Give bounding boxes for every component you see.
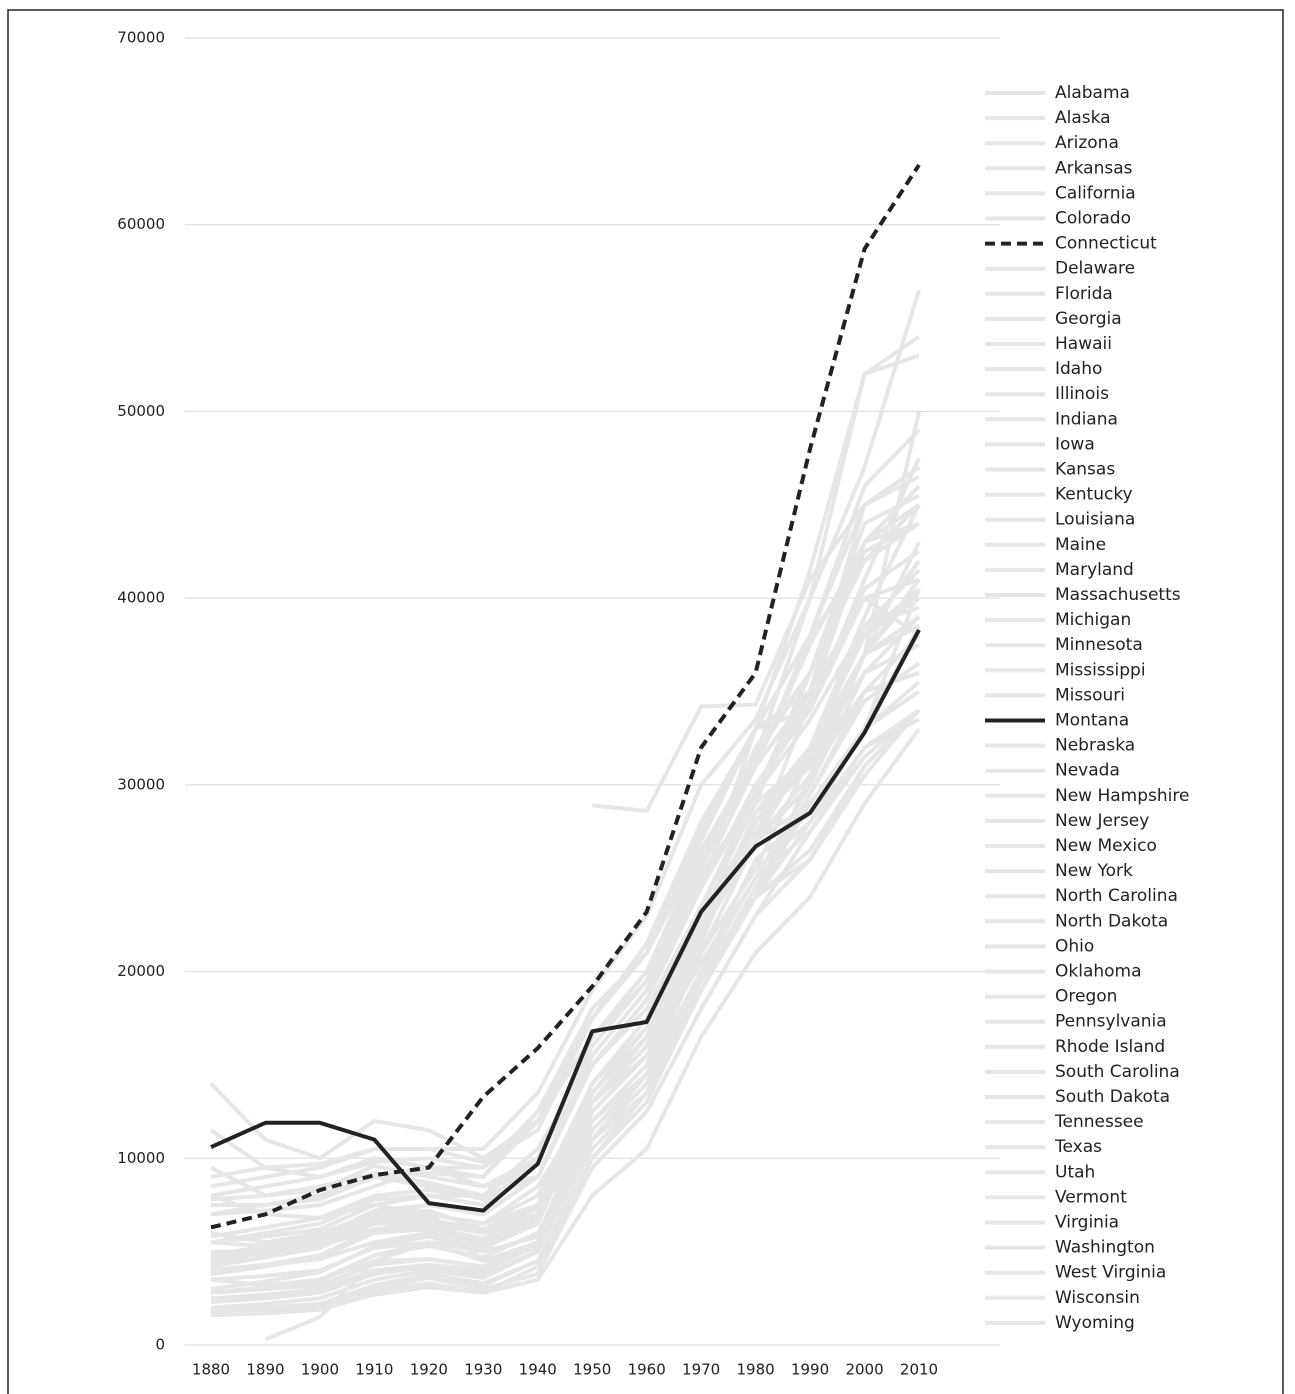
legend-label: Oregon	[1055, 987, 1117, 1007]
legend-label: New Hampshire	[1055, 786, 1189, 806]
legend-label: Maine	[1055, 535, 1106, 555]
legend-label: Arkansas	[1055, 158, 1133, 178]
legend-label: Nebraska	[1055, 736, 1135, 756]
y-tick-label: 60000	[117, 215, 165, 233]
legend-label: Louisiana	[1055, 510, 1135, 530]
legend-label: Wisconsin	[1055, 1288, 1140, 1308]
legend-label: Washington	[1055, 1238, 1155, 1258]
legend-label: North Carolina	[1055, 886, 1178, 906]
x-tick-label: 1890	[246, 1361, 284, 1379]
series-line	[210, 353, 920, 1217]
legend-label: New Mexico	[1055, 836, 1157, 856]
legend-label: New York	[1055, 861, 1133, 881]
legend-label: Nevada	[1055, 761, 1120, 781]
x-tick-label: 1950	[573, 1361, 611, 1379]
x-tick-label: 1910	[355, 1361, 393, 1379]
legend-label: Oklahoma	[1055, 962, 1142, 982]
x-tick-label: 1900	[301, 1361, 339, 1379]
y-tick-label: 40000	[117, 589, 165, 607]
series-line	[210, 708, 921, 1295]
series-line	[210, 549, 921, 1239]
legend-label: California	[1055, 183, 1136, 203]
legend-label: West Virginia	[1055, 1263, 1166, 1283]
legend-label: Rhode Island	[1055, 1037, 1165, 1057]
legend-label: Maryland	[1055, 560, 1134, 580]
legend-label: Georgia	[1055, 309, 1122, 329]
series-line	[210, 628, 921, 1213]
x-tick-label: 1920	[410, 1361, 448, 1379]
legend-label: Wyoming	[1055, 1313, 1135, 1333]
x-tick-label: 1940	[519, 1361, 557, 1379]
legend-label: Arizona	[1055, 133, 1119, 153]
x-tick-label: 2000	[845, 1361, 883, 1379]
legend-label: Alaska	[1055, 108, 1111, 128]
legend-label: North Dakota	[1055, 911, 1168, 931]
legend-label: Tennessee	[1054, 1112, 1144, 1132]
series-line	[210, 521, 920, 1217]
legend-label: Illinois	[1055, 384, 1109, 404]
series-line	[209, 457, 921, 1189]
legend-label: Idaho	[1055, 359, 1102, 379]
legend-label: South Dakota	[1055, 1087, 1170, 1107]
legend-label: Delaware	[1055, 259, 1135, 279]
series-line	[211, 410, 921, 1263]
legend-label: Minnesota	[1055, 635, 1143, 655]
legend-label: Alabama	[1055, 83, 1130, 103]
legend-label: Vermont	[1055, 1187, 1127, 1207]
legend-label: Massachusetts	[1055, 585, 1181, 605]
legend-label: Kentucky	[1055, 485, 1133, 505]
series-line	[264, 625, 921, 1342]
legend-label: Iowa	[1055, 434, 1095, 454]
legend-label: Ohio	[1055, 936, 1094, 956]
x-tick-label: 1980	[737, 1361, 775, 1379]
legend-label: Kansas	[1055, 460, 1115, 480]
x-tick-label: 1880	[192, 1361, 230, 1379]
legend-label: Florida	[1055, 284, 1113, 304]
x-tick-label: 1960	[628, 1361, 666, 1379]
y-tick-label: 70000	[117, 29, 165, 47]
legend-label: Missouri	[1055, 685, 1125, 705]
x-tick-label: 1990	[791, 1361, 829, 1379]
legend-label: Virginia	[1055, 1213, 1119, 1233]
legend-label: Texas	[1054, 1137, 1102, 1157]
series-line	[210, 717, 920, 1318]
series-line	[210, 587, 921, 1265]
legend-label: Mississippi	[1055, 660, 1146, 680]
y-tick-label: 20000	[117, 962, 165, 980]
x-tick-label: 2010	[900, 1361, 938, 1379]
frame	[7, 9, 1284, 1394]
y-tick-label: 10000	[117, 1149, 165, 1167]
legend-label: Montana	[1055, 711, 1129, 731]
series-line	[210, 661, 921, 1305]
legend-label: Colorado	[1055, 209, 1131, 229]
legend-label: Michigan	[1055, 610, 1131, 630]
y-tick-label: 50000	[117, 402, 165, 420]
legend-label: Pennsylvania	[1055, 1012, 1167, 1032]
series-line	[210, 289, 921, 1189]
legend-label: South Carolina	[1055, 1062, 1180, 1082]
legend-label: Hawaii	[1055, 334, 1112, 354]
legend-label: Connecticut	[1055, 234, 1157, 254]
legend-label: Utah	[1055, 1162, 1095, 1182]
legend-label: New Jersey	[1055, 811, 1149, 831]
x-tick-label: 1970	[682, 1361, 720, 1379]
x-tick-label: 1930	[464, 1361, 502, 1379]
legend-label: Indiana	[1055, 409, 1118, 429]
y-tick-label: 30000	[117, 775, 165, 793]
y-tick-label: 0	[155, 1336, 165, 1354]
